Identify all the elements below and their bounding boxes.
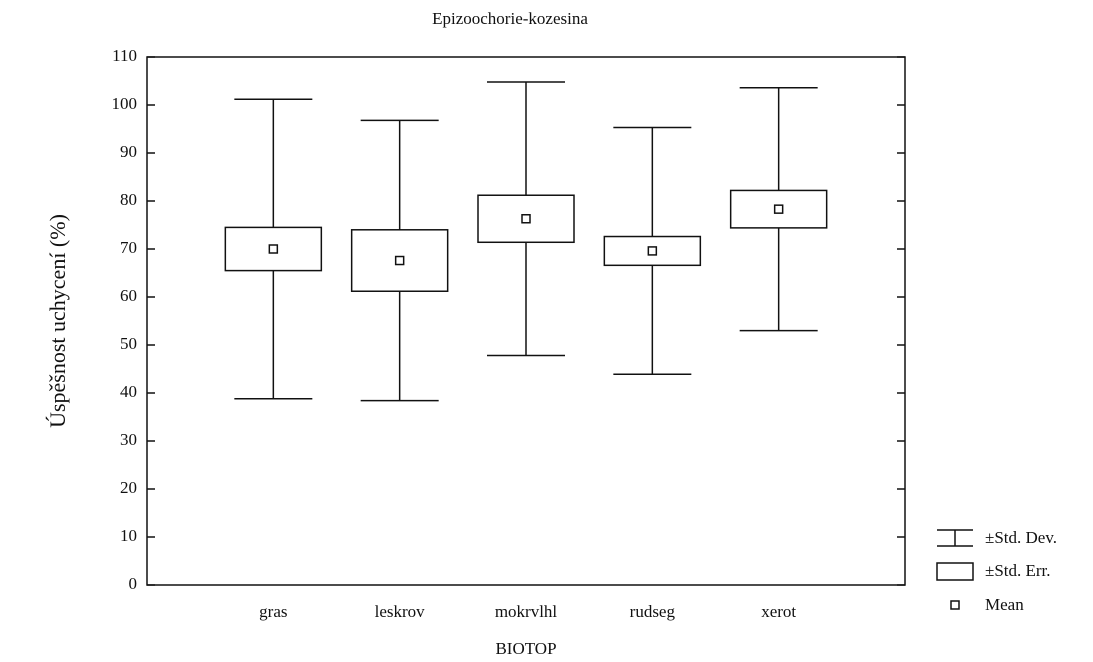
plot-frame	[146, 56, 906, 586]
se-box	[729, 189, 828, 229]
y-tick-label: 20	[120, 478, 137, 497]
y-tick-label: 0	[129, 574, 138, 593]
legend-label: ±Std. Dev.	[985, 528, 1057, 547]
x-tick-label: xerot	[761, 602, 796, 621]
y-tick-label: 90	[120, 142, 137, 161]
chart-title: Epizoochorie-kozesina	[432, 9, 588, 28]
y-tick-label: 60	[120, 286, 137, 305]
legend-se-symbol	[936, 562, 974, 581]
x-tick-label: gras	[259, 602, 287, 621]
y-tick-label: 50	[120, 334, 137, 353]
y-axis-label: Úspěšnost uchycení (%)	[45, 214, 70, 428]
legend: ±Std. Dev. ±Std. Err. Mean	[936, 528, 1057, 614]
x-tick-label: rudseg	[630, 602, 676, 621]
legend-label: Mean	[985, 595, 1024, 614]
mean-marker	[647, 246, 658, 256]
legend-label: ±Std. Err.	[985, 561, 1051, 580]
y-tick-label: 10	[120, 526, 137, 545]
legend-mean-symbol	[950, 600, 960, 610]
y-tick-label: 110	[112, 46, 137, 65]
mean-marker	[773, 204, 784, 214]
y-tick-label: 30	[120, 430, 137, 449]
y-tick-label: 100	[112, 94, 138, 113]
x-tick-label: leskrov	[375, 602, 426, 621]
y-tick-label: 40	[120, 382, 137, 401]
mean-marker	[268, 244, 279, 254]
mean-marker	[394, 255, 405, 266]
y-tick-label: 70	[120, 238, 137, 257]
x-axis-label: BIOTOP	[495, 639, 556, 658]
x-tick-label: mokrvlhl	[495, 602, 558, 621]
y-tick-label: 80	[120, 190, 137, 209]
mean-marker	[521, 214, 531, 224]
